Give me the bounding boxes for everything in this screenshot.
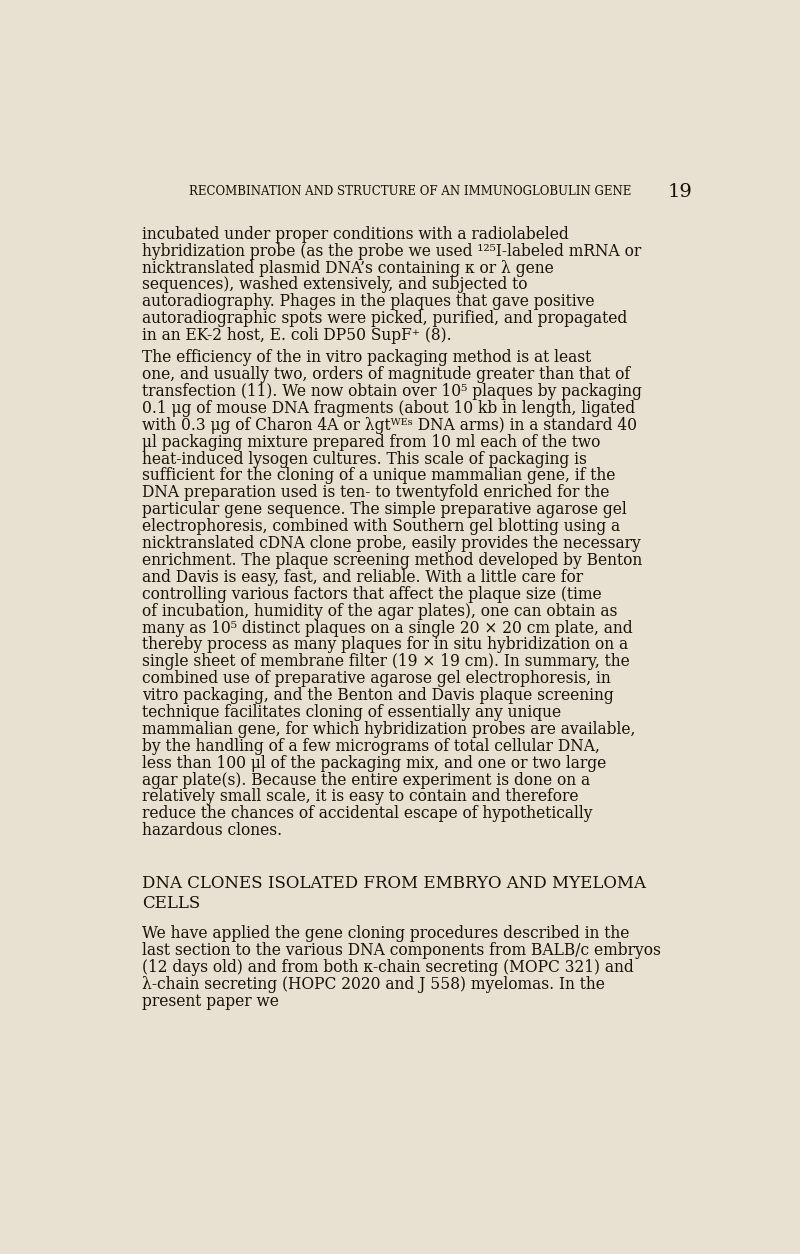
Text: thereby process as many plaques for in situ hybridization on a: thereby process as many plaques for in s…: [142, 637, 628, 653]
Text: autoradiography. Phages in the plaques that gave positive: autoradiography. Phages in the plaques t…: [142, 293, 594, 311]
Text: controlling various factors that affect the plaque size (time: controlling various factors that affect …: [142, 586, 602, 603]
Text: with 0.3 μg of Charon 4A or λgtᵂᴱˢ DNA arms) in a standard 40: with 0.3 μg of Charon 4A or λgtᵂᴱˢ DNA a…: [142, 416, 637, 434]
Text: 19: 19: [667, 183, 692, 201]
Text: heat-induced lysogen cultures. This scale of packaging is: heat-induced lysogen cultures. This scal…: [142, 450, 587, 468]
Text: sufficient for the cloning of a unique mammalian gene, if the: sufficient for the cloning of a unique m…: [142, 468, 615, 484]
Text: of incubation, humidity of the agar plates), one can obtain as: of incubation, humidity of the agar plat…: [142, 603, 618, 619]
Text: vitro packaging, and the Benton and Davis plaque screening: vitro packaging, and the Benton and Davi…: [142, 687, 614, 703]
Text: enrichment. The plaque screening method developed by Benton: enrichment. The plaque screening method …: [142, 552, 642, 569]
Text: mammalian gene, for which hybridization probes are available,: mammalian gene, for which hybridization …: [142, 721, 635, 737]
Text: incubated under proper conditions with a radiolabeled: incubated under proper conditions with a…: [142, 226, 569, 243]
Text: particular gene sequence. The simple preparative agarose gel: particular gene sequence. The simple pre…: [142, 502, 627, 518]
Text: (12 days old) and from both κ-chain secreting (MOPC 321) and: (12 days old) and from both κ-chain secr…: [142, 959, 634, 976]
Text: technique facilitates cloning of essentially any unique: technique facilitates cloning of essenti…: [142, 703, 562, 721]
Text: μl packaging mixture prepared from 10 ml each of the two: μl packaging mixture prepared from 10 ml…: [142, 434, 601, 450]
Text: autoradiographic spots were picked, purified, and propagated: autoradiographic spots were picked, puri…: [142, 310, 627, 327]
Text: combined use of preparative agarose gel electrophoresis, in: combined use of preparative agarose gel …: [142, 670, 611, 687]
Text: The efficiency of the in vitro packaging method is at least: The efficiency of the in vitro packaging…: [142, 349, 591, 366]
Text: DNA CLONES ISOLATED FROM EMBRYO AND MYELOMA: DNA CLONES ISOLATED FROM EMBRYO AND MYEL…: [142, 874, 646, 892]
Text: hybridization probe (as the probe we used ¹²⁵I-labeled mRNA or: hybridization probe (as the probe we use…: [142, 243, 642, 260]
Text: nicktranslated cDNA clone probe, easily provides the necessary: nicktranslated cDNA clone probe, easily …: [142, 535, 641, 552]
Text: in an EK-2 host, E. coli DP50 SupF⁺ (8).: in an EK-2 host, E. coli DP50 SupF⁺ (8).: [142, 327, 452, 344]
Text: sequences), washed extensively, and subjected to: sequences), washed extensively, and subj…: [142, 276, 528, 293]
Text: single sheet of membrane filter (19 × 19 cm). In summary, the: single sheet of membrane filter (19 × 19…: [142, 653, 630, 671]
Text: present paper we: present paper we: [142, 993, 279, 1009]
Text: agar plate(s). Because the entire experiment is done on a: agar plate(s). Because the entire experi…: [142, 771, 590, 789]
Text: electrophoresis, combined with Southern gel blotting using a: electrophoresis, combined with Southern …: [142, 518, 620, 535]
Text: DNA preparation used is ten- to twentyfold enriched for the: DNA preparation used is ten- to twentyfo…: [142, 484, 610, 502]
Text: 0.1 μg of mouse DNA fragments (about 10 kb in length, ligated: 0.1 μg of mouse DNA fragments (about 10 …: [142, 400, 635, 416]
Text: reduce the chances of accidental escape of hypothetically: reduce the chances of accidental escape …: [142, 805, 593, 823]
Text: hazardous clones.: hazardous clones.: [142, 823, 282, 839]
Text: nicktranslated plasmid DNA’s containing κ or λ gene: nicktranslated plasmid DNA’s containing …: [142, 260, 554, 277]
Text: less than 100 μl of the packaging mix, and one or two large: less than 100 μl of the packaging mix, a…: [142, 755, 606, 771]
Text: last section to the various DNA components from BALB/c embryos: last section to the various DNA componen…: [142, 942, 661, 959]
Text: λ-chain secreting (HOPC 2020 and J 558) myelomas. In the: λ-chain secreting (HOPC 2020 and J 558) …: [142, 976, 605, 993]
Text: We have applied the gene cloning procedures described in the: We have applied the gene cloning procedu…: [142, 925, 630, 942]
Text: by the handling of a few micrograms of total cellular DNA,: by the handling of a few micrograms of t…: [142, 737, 600, 755]
Text: relatively small scale, it is easy to contain and therefore: relatively small scale, it is easy to co…: [142, 789, 578, 805]
Text: transfection (11). We now obtain over 10⁵ plaques by packaging: transfection (11). We now obtain over 10…: [142, 382, 642, 400]
Text: RECOMBINATION AND STRUCTURE OF AN IMMUNOGLOBULIN GENE: RECOMBINATION AND STRUCTURE OF AN IMMUNO…: [189, 186, 631, 198]
Text: CELLS: CELLS: [142, 895, 201, 912]
Text: one, and usually two, orders of magnitude greater than that of: one, and usually two, orders of magnitud…: [142, 366, 630, 382]
Text: and Davis is easy, fast, and reliable. With a little care for: and Davis is easy, fast, and reliable. W…: [142, 569, 583, 586]
Text: many as 10⁵ distinct plaques on a single 20 × 20 cm plate, and: many as 10⁵ distinct plaques on a single…: [142, 619, 633, 637]
